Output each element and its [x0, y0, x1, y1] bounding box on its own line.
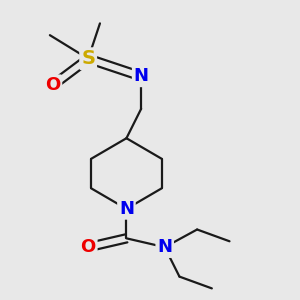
- Text: S: S: [81, 49, 95, 68]
- Text: N: N: [119, 200, 134, 218]
- Text: O: O: [80, 238, 96, 256]
- Text: O: O: [45, 76, 61, 94]
- Text: N: N: [157, 238, 172, 256]
- Text: N: N: [134, 68, 149, 85]
